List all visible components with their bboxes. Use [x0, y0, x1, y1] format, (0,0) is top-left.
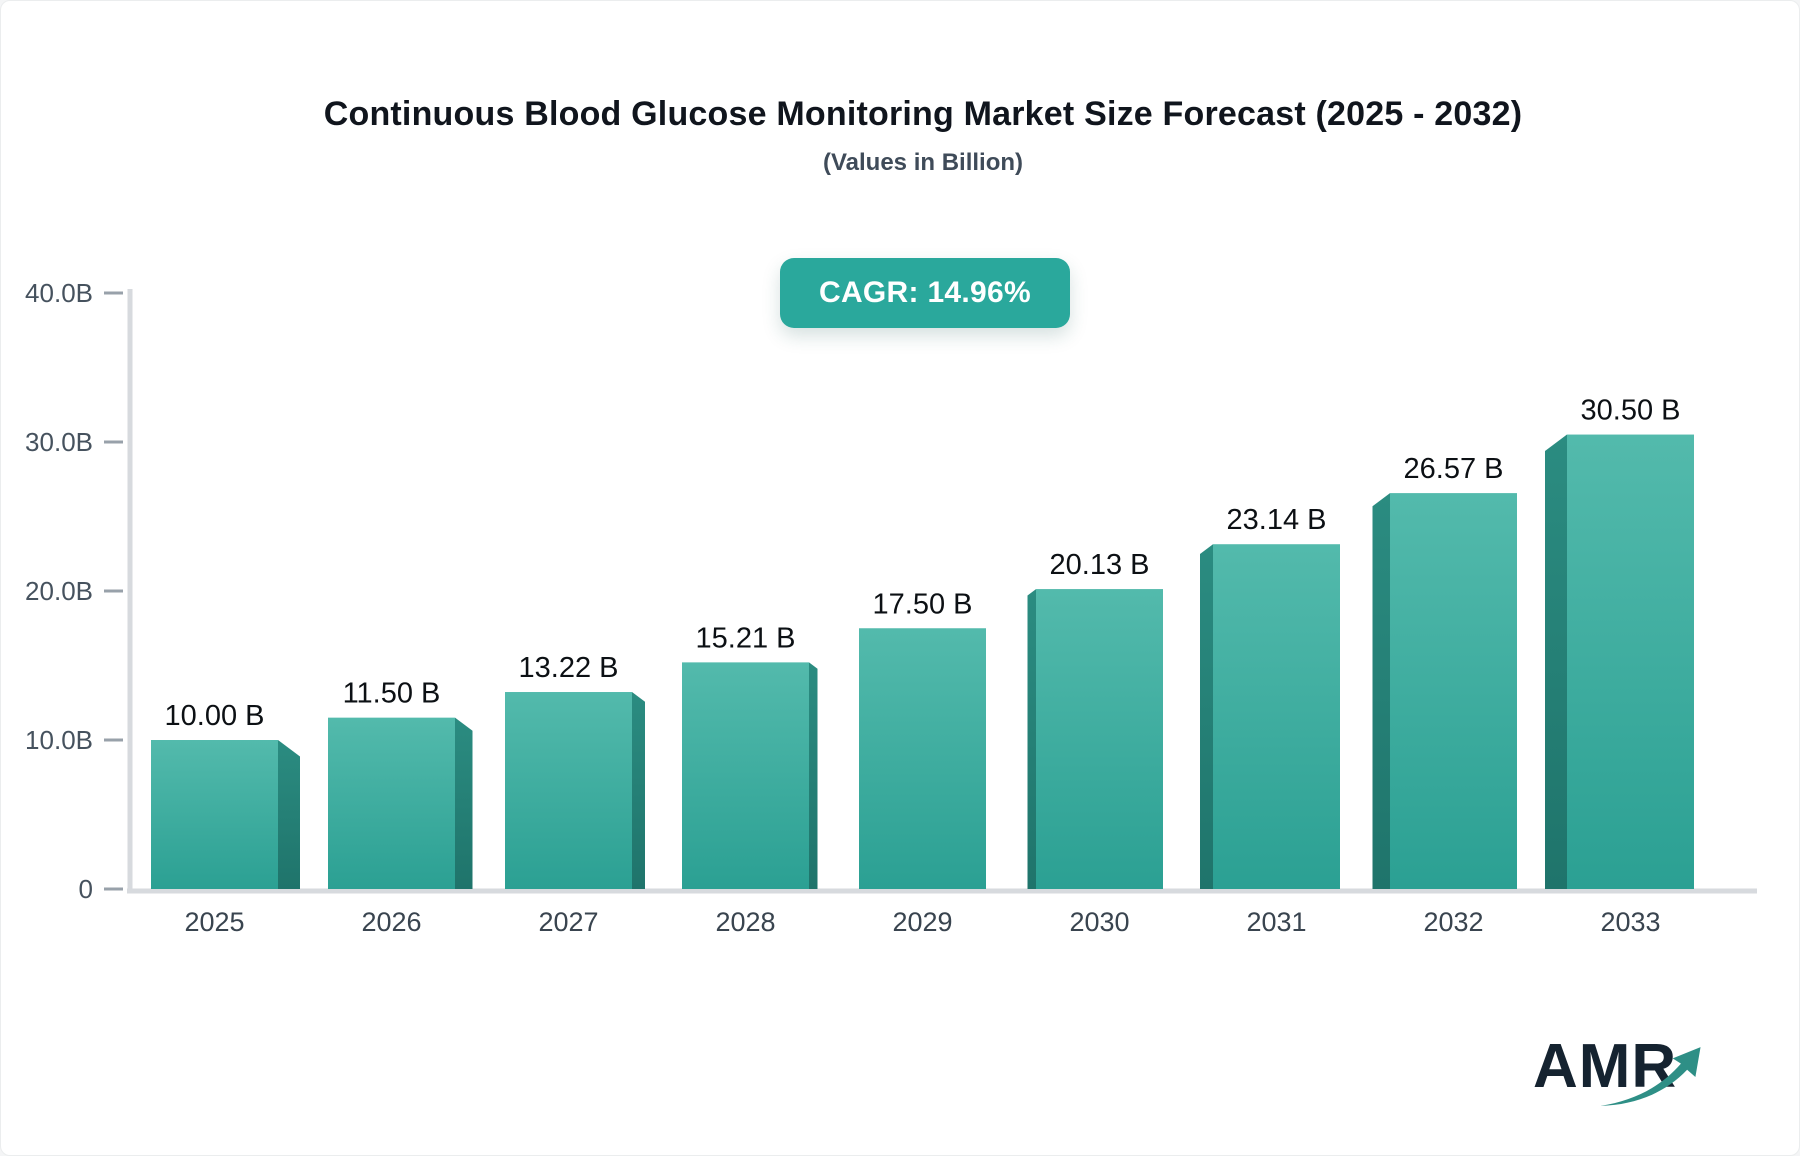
bar-front-face	[328, 717, 455, 889]
amr-logo: AMR	[1533, 1033, 1713, 1113]
chart-title: Continuous Blood Glucose Monitoring Mark…	[323, 95, 1523, 133]
bar-side-face	[632, 692, 645, 889]
bar-side-face	[1372, 493, 1390, 889]
bar-2031: 23.14 B 2031	[1200, 504, 1340, 937]
bar-front-face	[1036, 589, 1163, 889]
bar-value-label: 10.00 B	[165, 700, 265, 732]
bar-front-face	[859, 628, 986, 889]
x-tick-label: 2029	[892, 907, 952, 937]
bar-value-label: 30.50 B	[1581, 395, 1681, 427]
bar-side-face	[1027, 589, 1036, 889]
y-tick-label: 40.0B	[25, 278, 93, 308]
y-tick-label: 10.0B	[25, 725, 93, 755]
bar-value-label: 17.50 B	[873, 588, 973, 620]
bar-2027: 13.22 B 2027	[505, 652, 645, 937]
cagr-badge: CAGR: 14.96%	[780, 258, 1070, 328]
bar-side-face	[278, 740, 300, 889]
x-tick-label: 2027	[538, 907, 598, 937]
bar-value-label: 13.22 B	[519, 652, 619, 684]
x-tick-label: 2030	[1069, 907, 1129, 937]
bar-value-label: 15.21 B	[696, 622, 796, 654]
x-tick-label: 2026	[361, 907, 421, 937]
x-tick-label: 2025	[184, 907, 244, 937]
bar-front-face	[1567, 434, 1694, 889]
bar-value-label: 26.57 B	[1404, 453, 1504, 485]
y-tick-label: 0	[79, 874, 93, 904]
x-tick-label: 2031	[1246, 907, 1306, 937]
bar-front-face	[151, 740, 278, 889]
growth-arrow-icon	[1600, 1047, 1701, 1106]
x-tick-label: 2033	[1600, 907, 1660, 937]
bar-front-face	[1213, 544, 1340, 889]
bar-2026: 11.50 B 2026	[328, 678, 473, 937]
bar-value-label: 23.14 B	[1227, 504, 1327, 536]
x-tick-label: 2032	[1423, 907, 1483, 937]
bar-2033: 30.50 B 2033	[1545, 395, 1694, 937]
y-tick-label: 20.0B	[25, 576, 93, 606]
bar-front-face	[505, 692, 632, 889]
bar-side-face	[455, 717, 473, 889]
bar-side-face	[1200, 544, 1213, 889]
bar-2025: 10.00 B 2025	[151, 700, 300, 937]
bar-side-face	[1545, 434, 1567, 889]
y-tick-label: 30.0B	[25, 427, 93, 457]
chart-subtitle: (Values in Billion)	[822, 149, 1024, 176]
bar-2030: 20.13 B 2030	[1027, 549, 1163, 937]
bar-2032: 26.57 B 2032	[1372, 453, 1517, 937]
cagr-badge-label: CAGR: 14.96%	[818, 276, 1031, 309]
bar-value-label: 11.50 B	[343, 678, 441, 710]
bar-value-label: 20.13 B	[1050, 549, 1150, 581]
bar-2029: 17.50 B 2029	[859, 588, 986, 937]
bar-front-face	[682, 662, 809, 889]
x-tick-label: 2028	[715, 907, 775, 937]
bar-2028: 15.21 B 2028	[682, 622, 818, 937]
bar-front-face	[1390, 493, 1517, 889]
bar-side-face	[809, 662, 818, 889]
